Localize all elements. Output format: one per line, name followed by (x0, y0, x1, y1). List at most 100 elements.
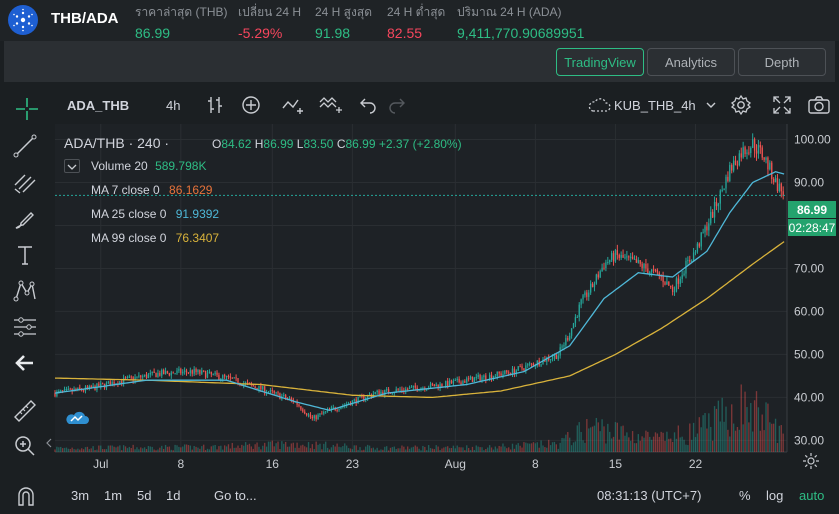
chevron-down-icon[interactable] (703, 94, 719, 116)
pattern-icon[interactable] (12, 278, 38, 304)
volume-bar (469, 450, 472, 452)
candle-body (757, 145, 760, 154)
legend-ma25[interactable]: MA 25 close 0 91.9392 (91, 207, 219, 221)
volume-bar (214, 444, 216, 452)
stat-label: ปริมาณ 24 H (ADA) (457, 5, 562, 19)
legend-collapse-button[interactable] (64, 159, 80, 173)
compare-icon[interactable] (318, 94, 342, 116)
candle-body (225, 375, 228, 377)
y-tick-label: 70.00 (794, 261, 824, 275)
candle-body (633, 258, 636, 260)
drawing-tools-panel (0, 124, 54, 474)
volume-bar (509, 449, 512, 452)
tab-tradingview[interactable]: TradingView (556, 48, 644, 76)
candle-body (677, 278, 680, 284)
volume-bar (61, 448, 64, 452)
back-arrow-icon[interactable] (12, 350, 38, 376)
candle-body (267, 391, 270, 393)
legend-ma99[interactable]: MA 99 close 0 76.3407 (91, 231, 219, 245)
axis-settings-icon[interactable] (802, 452, 820, 470)
camera-icon[interactable] (807, 94, 831, 116)
volume-bar (475, 445, 477, 452)
candle-body (776, 178, 779, 192)
go-to-button[interactable]: Go to... (214, 488, 257, 503)
range-1m[interactable]: 1m (104, 488, 123, 503)
volume-bar (569, 437, 571, 452)
fib-icon[interactable] (12, 169, 38, 195)
ruler-icon[interactable] (12, 398, 38, 424)
zoom-in-icon[interactable] (12, 433, 38, 459)
volume-bar (216, 449, 218, 452)
tab-depth[interactable]: Depth (738, 48, 826, 76)
range-5d[interactable]: 5d (137, 488, 152, 503)
volume-bar (298, 447, 300, 452)
candle-body (570, 328, 573, 336)
undo-icon[interactable] (357, 94, 379, 116)
candle-body (763, 157, 765, 160)
brush-icon[interactable] (12, 206, 38, 232)
volume-bar (330, 447, 333, 452)
indicators-icon[interactable] (281, 94, 303, 116)
volume-bar (395, 449, 397, 452)
volume-bar (283, 443, 285, 452)
volume-bar (454, 448, 456, 452)
candle-body (391, 393, 394, 395)
candle-body (298, 404, 300, 407)
candle-body (323, 411, 325, 414)
volume-bar (774, 418, 777, 452)
candle-body (182, 371, 184, 374)
volume-bar (664, 440, 666, 452)
volume-bar (378, 450, 380, 452)
candle-body (258, 385, 260, 391)
collapse-tools-icon[interactable] (44, 436, 54, 450)
candle-body (218, 374, 220, 380)
log-toggle[interactable]: log (766, 488, 784, 503)
volume-bar (229, 448, 232, 452)
measure-icon[interactable] (12, 314, 38, 340)
volume-bar (548, 439, 550, 452)
volume-bar (456, 445, 458, 452)
add-indicator-icon[interactable] (240, 94, 262, 116)
volume-bar (738, 429, 741, 452)
tab-analytics[interactable]: Analytics (647, 48, 735, 76)
volume-bar (626, 432, 628, 452)
volume-bar (100, 445, 102, 452)
settings-icon[interactable] (730, 94, 752, 116)
range-1d[interactable]: 1d (166, 488, 181, 503)
volume-bar (662, 432, 664, 452)
text-icon[interactable] (12, 242, 38, 268)
crosshair-icon[interactable] (14, 96, 40, 122)
redo-icon[interactable] (386, 94, 408, 116)
trend-line-icon[interactable] (12, 133, 38, 159)
candle-body (580, 299, 582, 305)
auto-toggle[interactable]: auto (799, 488, 825, 503)
volume-bar (551, 442, 554, 452)
volume-bar (435, 445, 437, 452)
volume-bar (523, 442, 525, 452)
fullscreen-icon[interactable] (771, 94, 793, 116)
volume-bar (471, 446, 474, 452)
volume-bar (235, 447, 237, 452)
bar-style-icon[interactable] (204, 94, 226, 116)
volume-bar (121, 450, 123, 452)
percent-toggle[interactable]: % (739, 488, 751, 503)
candle-body (142, 376, 144, 378)
candle-body (183, 370, 186, 372)
magnet-icon[interactable] (14, 484, 38, 508)
candle-body (376, 390, 378, 393)
volume-bar (161, 445, 163, 452)
range-3m[interactable]: 3m (71, 488, 90, 503)
volume-bar (117, 446, 119, 452)
legend-volume[interactable]: Volume 20 589.798K (91, 159, 206, 173)
legend-ma7[interactable]: MA 7 close 0 86.1629 (91, 183, 212, 197)
interval-selector[interactable]: 4h (166, 98, 181, 113)
volume-bar (473, 449, 476, 452)
candle-body (109, 381, 111, 387)
clock-timezone[interactable]: 08:31:13 (UTC+7) (597, 488, 702, 503)
symbol-selector[interactable]: ADA_THB (67, 98, 130, 113)
volume-bar (502, 443, 504, 452)
candle-body (149, 372, 151, 375)
x-tick-label: 15 (609, 457, 623, 471)
layout-name[interactable]: KUB_THB_4h (614, 98, 696, 113)
